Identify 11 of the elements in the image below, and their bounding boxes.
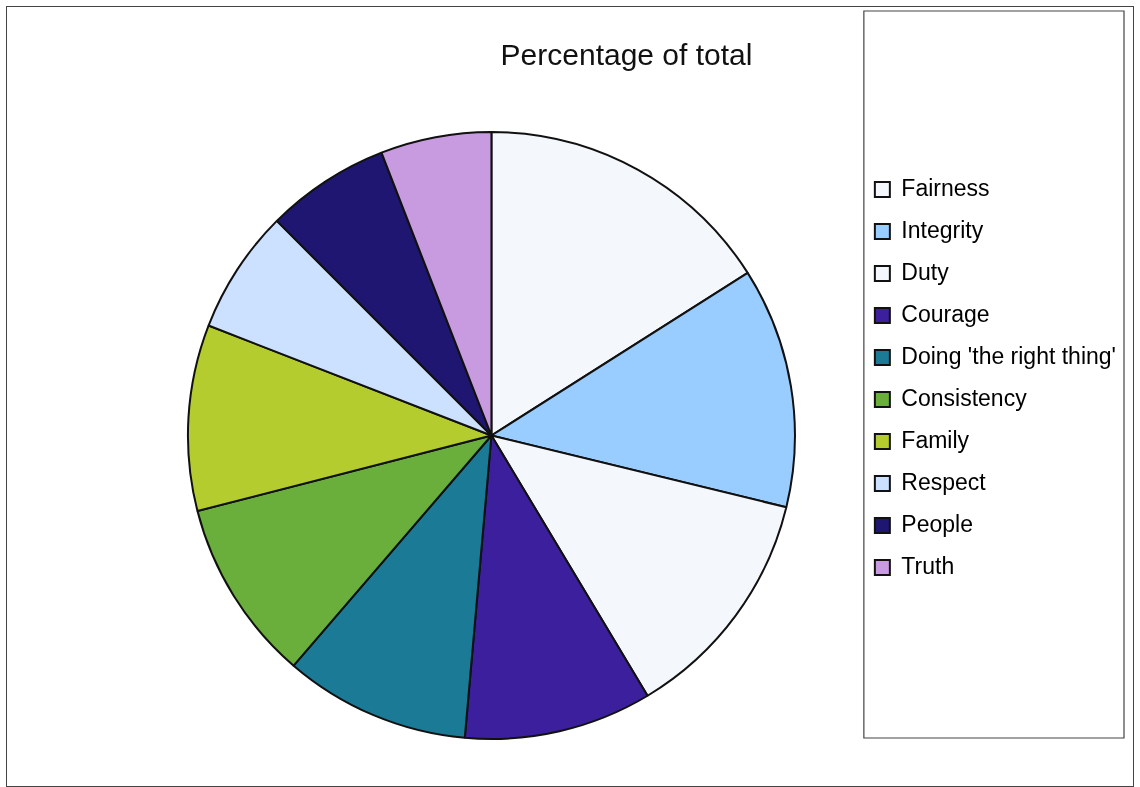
legend-label: Family bbox=[901, 426, 970, 453]
legend-label: Doing 'the right thing' bbox=[901, 342, 1116, 369]
text: Percentage of total bbox=[500, 38, 753, 72]
legend-label: Integrity bbox=[901, 216, 984, 243]
legend-label: People bbox=[901, 510, 973, 537]
legend-label: Fairness bbox=[901, 174, 990, 201]
legend-label: Truth bbox=[901, 552, 955, 579]
legend-label: Courage bbox=[901, 300, 990, 327]
legend-label: Consistency bbox=[901, 384, 1028, 411]
legend-label: Respect bbox=[901, 468, 987, 495]
legend-label: Duty bbox=[901, 258, 950, 285]
